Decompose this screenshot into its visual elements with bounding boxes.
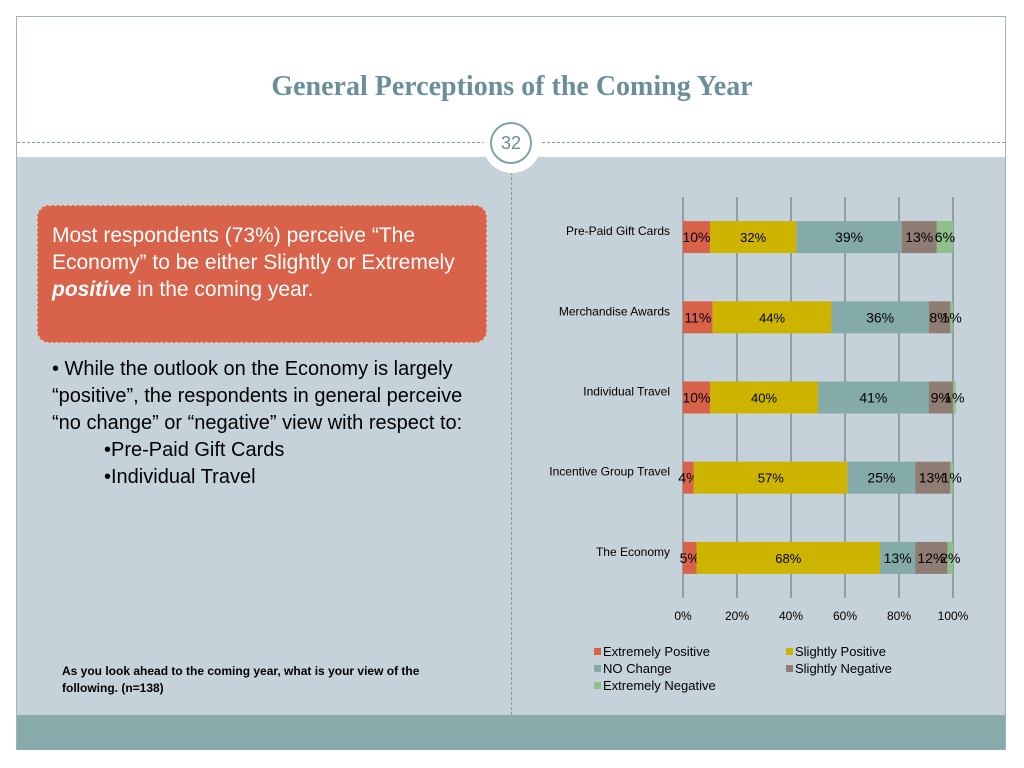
bar-segment (683, 541, 697, 574)
bar-segment (928, 381, 953, 414)
bar-segment (847, 461, 916, 494)
legend-label: Extremely Positive (603, 644, 710, 659)
bar-segment (947, 541, 953, 574)
x-tick-label: 0% (674, 609, 692, 623)
bar-segment (683, 301, 713, 334)
data-label: 6% (935, 229, 955, 245)
bar-segment (818, 381, 929, 414)
bar-segment (880, 541, 916, 574)
data-label: 36% (866, 309, 894, 325)
bar-segment (950, 461, 953, 494)
callout-text: Most respondents (73%) perceive “The Eco… (52, 224, 455, 274)
x-tick-label: 100% (938, 609, 969, 623)
category-label: Pre-Paid Gift Cards (566, 224, 670, 238)
bullet-sub-gift-cards: •Pre-Paid Gift Cards (104, 439, 285, 461)
bar-segment (928, 301, 951, 334)
category-label: Incentive Group Travel (549, 465, 670, 479)
data-label: 25% (867, 470, 895, 486)
bar-segment (710, 221, 797, 254)
data-label: 57% (758, 471, 784, 486)
callout-emphasis: positive (52, 278, 132, 301)
x-tick-label: 20% (725, 609, 749, 623)
data-label: 12% (917, 550, 945, 566)
data-label: 40% (751, 391, 777, 406)
bar-segment (936, 221, 953, 254)
bar-segment (683, 221, 710, 254)
bar-segment (683, 461, 694, 494)
bar-segment (796, 221, 902, 254)
data-label: 11% (684, 309, 711, 325)
bullet-sub-individual-travel: •Individual Travel (104, 466, 256, 488)
data-label: 2% (940, 550, 960, 566)
legend-swatch (594, 682, 601, 689)
page-number: 32 (490, 122, 532, 164)
data-label: 1% (944, 390, 964, 406)
bar-segment (831, 301, 929, 334)
bar-segment (953, 381, 956, 414)
data-label: 1% (942, 470, 962, 486)
slide-title: General Perceptions of the Coming Year (271, 71, 753, 102)
legend-label: Slightly Negative (795, 661, 892, 676)
legend-swatch (786, 665, 793, 672)
callout-text-end: in the coming year. (131, 278, 314, 301)
bar-segment (696, 541, 881, 574)
bullet-main: • While the outlook on the Economy is la… (52, 358, 463, 434)
survey-question: As you look ahead to the coming year, wh… (62, 664, 420, 695)
legend-swatch (594, 648, 601, 655)
legend-label: Slightly Positive (795, 644, 886, 659)
bullet-list: • While the outlook on the Economy is la… (52, 356, 472, 491)
legend-swatch (594, 665, 601, 672)
bar-segment (915, 541, 948, 574)
legend-label: NO Change (603, 661, 672, 676)
bar-segment (683, 381, 710, 414)
bar-segment (901, 221, 937, 254)
stacked-bar-chart: 0% 20% 40% 60% 80% 100% Pre-Paid Gift Cards 10%… (549, 197, 969, 693)
data-label: 39% (835, 229, 863, 245)
category-label: The Economy (596, 545, 670, 559)
footer-band (17, 715, 1005, 750)
legend-label: Extremely Negative (603, 678, 716, 693)
bar-segment (712, 301, 832, 334)
data-label: 5% (680, 550, 700, 566)
column-divider (511, 157, 512, 715)
data-label: 13% (905, 229, 933, 245)
data-label: 10% (682, 390, 710, 406)
data-label: 8% (929, 309, 949, 325)
bar-segment (950, 301, 953, 334)
data-label: 13% (884, 550, 912, 566)
category-label: Individual Travel (583, 385, 670, 399)
data-label: 44% (759, 310, 785, 325)
x-tick-label: 60% (833, 609, 857, 623)
data-label: 4% (678, 470, 698, 486)
data-label: 9% (931, 390, 951, 406)
legend-swatch (786, 648, 793, 655)
bar-segment (693, 461, 848, 494)
category-label: Merchandise Awards (559, 304, 670, 318)
x-tick-label: 80% (887, 609, 911, 623)
data-label: 1% (942, 309, 962, 325)
data-label: 41% (859, 390, 887, 406)
data-label: 10% (682, 229, 710, 245)
key-finding-callout: Most respondents (73%) perceive “The Eco… (37, 205, 487, 343)
data-label: 68% (775, 551, 801, 566)
bar-segment (915, 461, 951, 494)
data-label: 13% (919, 470, 947, 486)
data-label: 32% (740, 230, 766, 245)
x-tick-label: 40% (779, 609, 803, 623)
bar-segment (710, 381, 818, 414)
